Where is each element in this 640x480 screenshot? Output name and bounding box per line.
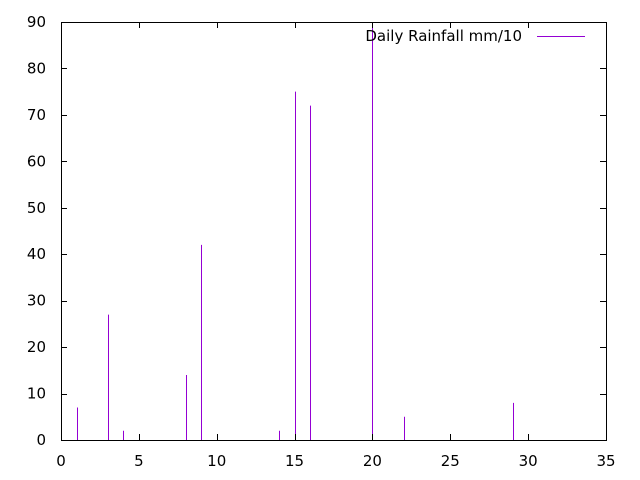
y-tick-label: 70 <box>27 106 46 124</box>
x-tick-label: 5 <box>134 452 144 470</box>
x-tick-label: 35 <box>596 452 615 470</box>
x-tick-label: 15 <box>285 452 304 470</box>
legend-label-daily-rainfall: Daily Rainfall mm/10 <box>365 27 522 45</box>
y-axis-ticks: 0 10 20 30 40 50 60 70 80 90 <box>27 13 606 449</box>
y-tick-label: 90 <box>27 13 46 31</box>
y-tick-label: 60 <box>27 152 46 170</box>
x-tick-label: 30 <box>519 452 538 470</box>
x-tick-label: 20 <box>363 452 382 470</box>
impulse-series <box>77 22 514 440</box>
x-tick-label: 0 <box>56 452 66 470</box>
y-tick-label: 30 <box>27 292 46 310</box>
y-tick-label: 40 <box>27 245 46 263</box>
y-tick-label: 20 <box>27 338 46 356</box>
y-tick-label: 50 <box>27 199 46 217</box>
y-tick-label: 0 <box>36 431 46 449</box>
plot-frame <box>61 22 607 441</box>
y-tick-label: 80 <box>27 59 46 77</box>
x-tick-label: 10 <box>207 452 226 470</box>
legend: Daily Rainfall mm/10 <box>365 27 585 45</box>
x-tick-label: 25 <box>441 452 460 470</box>
y-tick-label: 10 <box>27 385 46 403</box>
